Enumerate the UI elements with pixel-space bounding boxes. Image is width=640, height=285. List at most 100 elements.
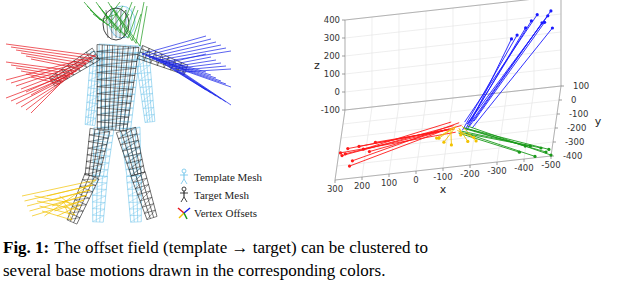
offset-line <box>136 2 144 43</box>
grid-line <box>345 86 561 110</box>
offset-line <box>11 47 93 59</box>
grid-line <box>345 0 561 20</box>
offset-vector <box>474 22 545 121</box>
mesh-edge <box>128 189 141 196</box>
mesh-edge <box>99 58 139 60</box>
target-mesh <box>49 8 188 224</box>
vector-tip <box>551 26 554 29</box>
tick <box>524 159 525 162</box>
offset-vector <box>363 122 451 149</box>
tick-label: -300 <box>565 137 584 147</box>
mesh-edge <box>92 203 105 209</box>
tick-label: -400 <box>514 163 533 173</box>
vector-tip <box>459 133 462 136</box>
mesh-edge <box>86 168 101 171</box>
mesh-edge <box>118 127 136 139</box>
mesh-edge <box>93 221 103 222</box>
tick-label: -300 <box>487 166 506 176</box>
vector-tip <box>516 34 519 37</box>
tick <box>555 128 558 129</box>
tick <box>561 86 564 87</box>
mesh-edge <box>97 54 138 58</box>
mesh-edge <box>137 58 150 67</box>
offset-line <box>65 206 73 220</box>
offset-line <box>50 190 91 201</box>
legend-label: Target Mesh <box>194 189 249 201</box>
tick-label: -400 <box>563 151 582 161</box>
vector-tip <box>510 37 513 40</box>
mesh-edge <box>90 128 110 131</box>
mesh-edge <box>116 127 135 132</box>
mesh-edge <box>99 46 141 51</box>
offset-vector <box>341 132 456 153</box>
grid-line <box>343 100 559 124</box>
vector-cluster <box>435 126 478 147</box>
vector-tip <box>368 150 371 153</box>
icon-leg <box>184 197 187 202</box>
mesh-edge <box>97 115 128 117</box>
tick-label: -200 <box>567 123 586 133</box>
mesh-edge <box>86 110 97 111</box>
vector-tip <box>442 141 445 144</box>
vector-tip <box>524 26 527 29</box>
grid-line <box>551 86 561 156</box>
vector-cluster <box>339 122 462 168</box>
mesh-edge <box>139 72 151 80</box>
icon-leg <box>181 179 184 184</box>
mesh-edge <box>144 114 154 115</box>
tick-label: -500 <box>541 160 560 170</box>
offset-line <box>6 56 96 80</box>
mesh-edge <box>137 45 142 58</box>
mesh-edge <box>97 108 129 110</box>
mesh-edge <box>97 80 134 83</box>
tick-label: 200 <box>354 181 370 191</box>
vector-tip <box>543 21 546 24</box>
mesh-edge <box>145 121 155 122</box>
mesh-edge <box>86 104 98 110</box>
mesh-edge <box>93 188 107 190</box>
icon-arms <box>180 175 188 176</box>
offset-line <box>178 70 226 102</box>
legend-icon <box>180 169 188 184</box>
tick <box>362 177 363 180</box>
legend-icon <box>178 208 190 219</box>
offset-line <box>26 56 83 66</box>
grid-line <box>345 68 561 92</box>
caption-label: Fig. 1: <box>3 238 49 257</box>
vector-tip <box>533 155 536 158</box>
offset-vector <box>468 129 549 149</box>
tick <box>342 20 345 21</box>
vector-tip <box>340 154 343 157</box>
mesh-edge <box>144 107 154 115</box>
offset-line <box>104 2 120 23</box>
icon-arrow <box>184 208 190 213</box>
mesh-edge <box>132 176 135 222</box>
mesh-edge <box>86 111 97 117</box>
icon-arrow <box>179 213 184 218</box>
mesh-edge <box>118 134 136 139</box>
template-mesh <box>85 6 155 222</box>
tick-label: 100 <box>573 81 589 91</box>
offset-line <box>45 180 97 216</box>
mesh-edge <box>92 216 103 222</box>
offset-line <box>16 50 89 61</box>
mesh-edge <box>93 215 104 216</box>
mesh-edge <box>97 73 135 76</box>
tick <box>389 174 390 177</box>
mesh-edge <box>131 221 141 222</box>
tick <box>557 114 560 115</box>
grid-line <box>497 92 507 162</box>
tick <box>553 142 556 143</box>
mesh-edge <box>97 124 128 129</box>
mesh-edge <box>136 176 137 222</box>
offset-line <box>31 59 80 69</box>
tick-label: 300 <box>324 33 340 43</box>
vector-tip <box>530 19 533 22</box>
axis-label: z <box>314 59 320 72</box>
mesh-edge <box>85 171 101 175</box>
mesh-edge <box>97 45 139 48</box>
mesh-edge <box>89 73 102 74</box>
axis-line <box>561 0 562 86</box>
offset-line <box>120 2 132 33</box>
vector-tip <box>472 136 475 139</box>
